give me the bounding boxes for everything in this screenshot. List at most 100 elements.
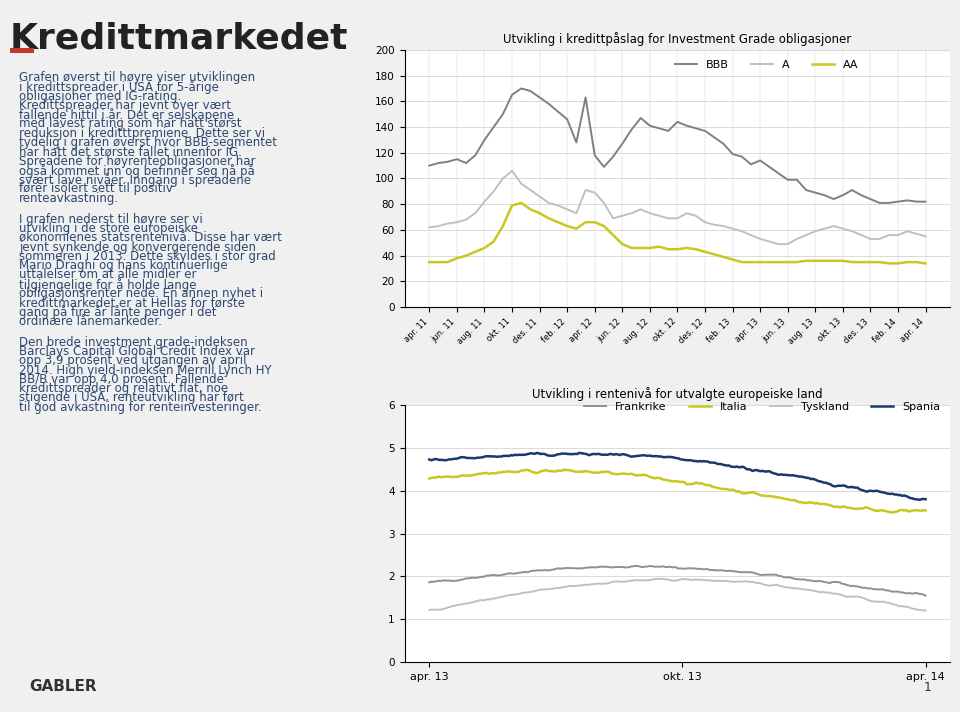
Spania [671, 454, 683, 462]
Text: renteavkastning.: renteavkastning. [19, 192, 119, 204]
Italia [887, 508, 899, 517]
Frankrike [632, 562, 643, 570]
A [525, 186, 537, 194]
Text: obligasjonsrenter nede. En annen nyhet i: obligasjonsrenter nede. En annen nyhet i [19, 287, 263, 300]
Text: Den brede investment grade-indeksen: Den brede investment grade-indeksen [19, 336, 248, 349]
Tyskland [423, 606, 435, 614]
Frankrike [612, 562, 624, 571]
Spania [423, 455, 435, 464]
Spania [573, 449, 585, 457]
Italia [641, 471, 653, 480]
Tyskland [671, 576, 683, 585]
AA [883, 259, 895, 268]
Frankrike [828, 577, 840, 586]
Text: økonomienes statsrentenivå. Disse har vært: økonomienes statsrentenivå. Disse har væ… [19, 231, 282, 244]
BBB [911, 197, 923, 206]
AA [516, 199, 527, 207]
Text: Mario Draghi og hans kontinuerlige: Mario Draghi og hans kontinuerlige [19, 259, 228, 272]
BBB [883, 199, 895, 207]
Tyskland [579, 580, 590, 589]
AA [552, 218, 564, 226]
Text: Kredittspreader har jevnt over vært: Kredittspreader har jevnt over vært [19, 99, 231, 112]
Tyskland [657, 575, 668, 583]
A [423, 223, 435, 231]
BBB [516, 84, 527, 93]
BBB [552, 108, 564, 116]
BBB [874, 199, 885, 207]
Text: har hatt det største fallet innenfor IG.: har hatt det største fallet innenfor IG. [19, 145, 242, 158]
Text: Grafen øverst til høyre viser utviklingen: Grafen øverst til høyre viser utviklinge… [19, 71, 255, 84]
A [552, 201, 564, 210]
Text: Spreadene for høyrenteobligasjoner har: Spreadene for høyrenteobligasjoner har [19, 155, 255, 167]
Line: BBB: BBB [429, 88, 925, 203]
Spania [641, 451, 653, 460]
Italia [609, 469, 620, 478]
AA [920, 259, 931, 268]
Line: Italia: Italia [429, 470, 925, 513]
Italia [558, 466, 569, 474]
A [506, 167, 517, 175]
Spania [920, 495, 931, 503]
Text: til god avkastning for renteinvesteringer.: til god avkastning for renteinvesteringe… [19, 401, 262, 414]
A [920, 232, 931, 241]
AA [479, 244, 491, 252]
Line: Frankrike: Frankrike [429, 566, 925, 596]
A [773, 240, 784, 248]
Text: utvikling i de store europeiske: utvikling i de store europeiske [19, 222, 198, 235]
Text: sommeren i 2013. Dette skyldes i stor grad: sommeren i 2013. Dette skyldes i stor gr… [19, 250, 276, 263]
Text: kredittmarkedet er at Hellas for første: kredittmarkedet er at Hellas for første [19, 296, 245, 309]
Text: uttalelser om at alle midler er: uttalelser om at alle midler er [19, 268, 197, 281]
Line: Tyskland: Tyskland [429, 579, 925, 610]
Italia [828, 503, 840, 511]
BBB [920, 197, 931, 206]
Line: A: A [429, 171, 925, 244]
Text: tydelig i grafen øverst hvor BBB-segmentet: tydelig i grafen øverst hvor BBB-segment… [19, 136, 277, 149]
Text: obligasjoner med IG-rating.: obligasjoner med IG-rating. [19, 90, 181, 103]
Text: 1: 1 [924, 681, 931, 694]
BBB [525, 87, 537, 95]
Text: gang på fire år lånte penger i det: gang på fire år lånte penger i det [19, 305, 217, 320]
Tyskland [612, 577, 624, 586]
Text: BB/B var opp 4,0 prosent. Fallende: BB/B var opp 4,0 prosent. Fallende [19, 373, 224, 386]
AA [874, 258, 885, 266]
Text: I grafen nederst til høyre ser vi: I grafen nederst til høyre ser vi [19, 213, 203, 226]
Frankrike [641, 562, 653, 571]
Legend: BBB, A, AA: BBB, A, AA [670, 56, 863, 74]
Text: jevnt synkende og konvergerende siden: jevnt synkende og konvergerende siden [19, 241, 256, 253]
Text: reduksjon i kreditttpremiene. Dette ser vi: reduksjon i kreditttpremiene. Dette ser … [19, 127, 265, 140]
Text: svært lave nivåer. Inngang i spreadene: svært lave nivåer. Inngang i spreadene [19, 173, 252, 187]
Text: også kommet inn og befinner seg nå på: også kommet inn og befinner seg nå på [19, 164, 255, 178]
Text: tilgjengelige for å holde lange: tilgjengelige for å holde lange [19, 278, 197, 292]
Title: Utvikling i rentenivå for utvalgte europeiske land: Utvikling i rentenivå for utvalgte europ… [532, 387, 823, 401]
Frankrike [423, 578, 435, 587]
Line: AA: AA [429, 203, 925, 263]
A [911, 229, 923, 238]
Tyskland [639, 576, 651, 585]
Spania [614, 451, 626, 459]
Italia [671, 477, 683, 486]
A [616, 211, 628, 220]
A [883, 231, 895, 239]
Italia [423, 474, 435, 483]
BBB [479, 135, 491, 144]
Italia [581, 467, 592, 476]
Text: Barclays Capital Global Credit Index var: Barclays Capital Global Credit Index var [19, 345, 255, 358]
Tyskland [607, 577, 618, 586]
Frankrike [671, 563, 683, 572]
Text: 2014. High yield-indeksen Merrill Lynch HY: 2014. High yield-indeksen Merrill Lynch … [19, 364, 272, 377]
Text: Kredittmarkedet: Kredittmarkedet [10, 21, 348, 56]
BBB [423, 162, 435, 170]
Frankrike [579, 563, 590, 572]
Text: kredittspreader og relativt flat, noe: kredittspreader og relativt flat, noe [19, 382, 228, 395]
AA [911, 258, 923, 266]
Text: fallende hittil i år. Det er selskapene: fallende hittil i år. Det er selskapene [19, 108, 234, 122]
Legend: Frankrike, Italia, Tyskland, Spania: Frankrike, Italia, Tyskland, Spania [580, 397, 945, 417]
AA [423, 258, 435, 266]
Text: i kredittspreader i USA for 5-årige: i kredittspreader i USA for 5-årige [19, 80, 219, 95]
Title: Utvikling i kredittpåslag for Investment Grade obligasjoner: Utvikling i kredittpåslag for Investment… [503, 32, 852, 46]
AA [525, 205, 537, 214]
Frankrike [920, 592, 931, 600]
Spania [828, 482, 840, 491]
Frankrike [607, 563, 618, 572]
Spania [581, 450, 592, 459]
